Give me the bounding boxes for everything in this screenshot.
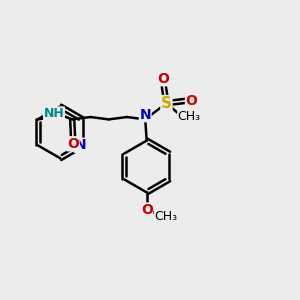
Text: O: O xyxy=(141,203,153,217)
Text: S: S xyxy=(161,96,172,111)
Text: NH: NH xyxy=(44,107,64,120)
Text: O: O xyxy=(185,94,197,108)
Text: CH₃: CH₃ xyxy=(154,210,177,223)
Text: O: O xyxy=(158,72,169,86)
Text: CH₃: CH₃ xyxy=(178,110,201,123)
Text: N: N xyxy=(74,138,86,152)
Text: N: N xyxy=(140,108,151,122)
Text: O: O xyxy=(67,137,79,151)
